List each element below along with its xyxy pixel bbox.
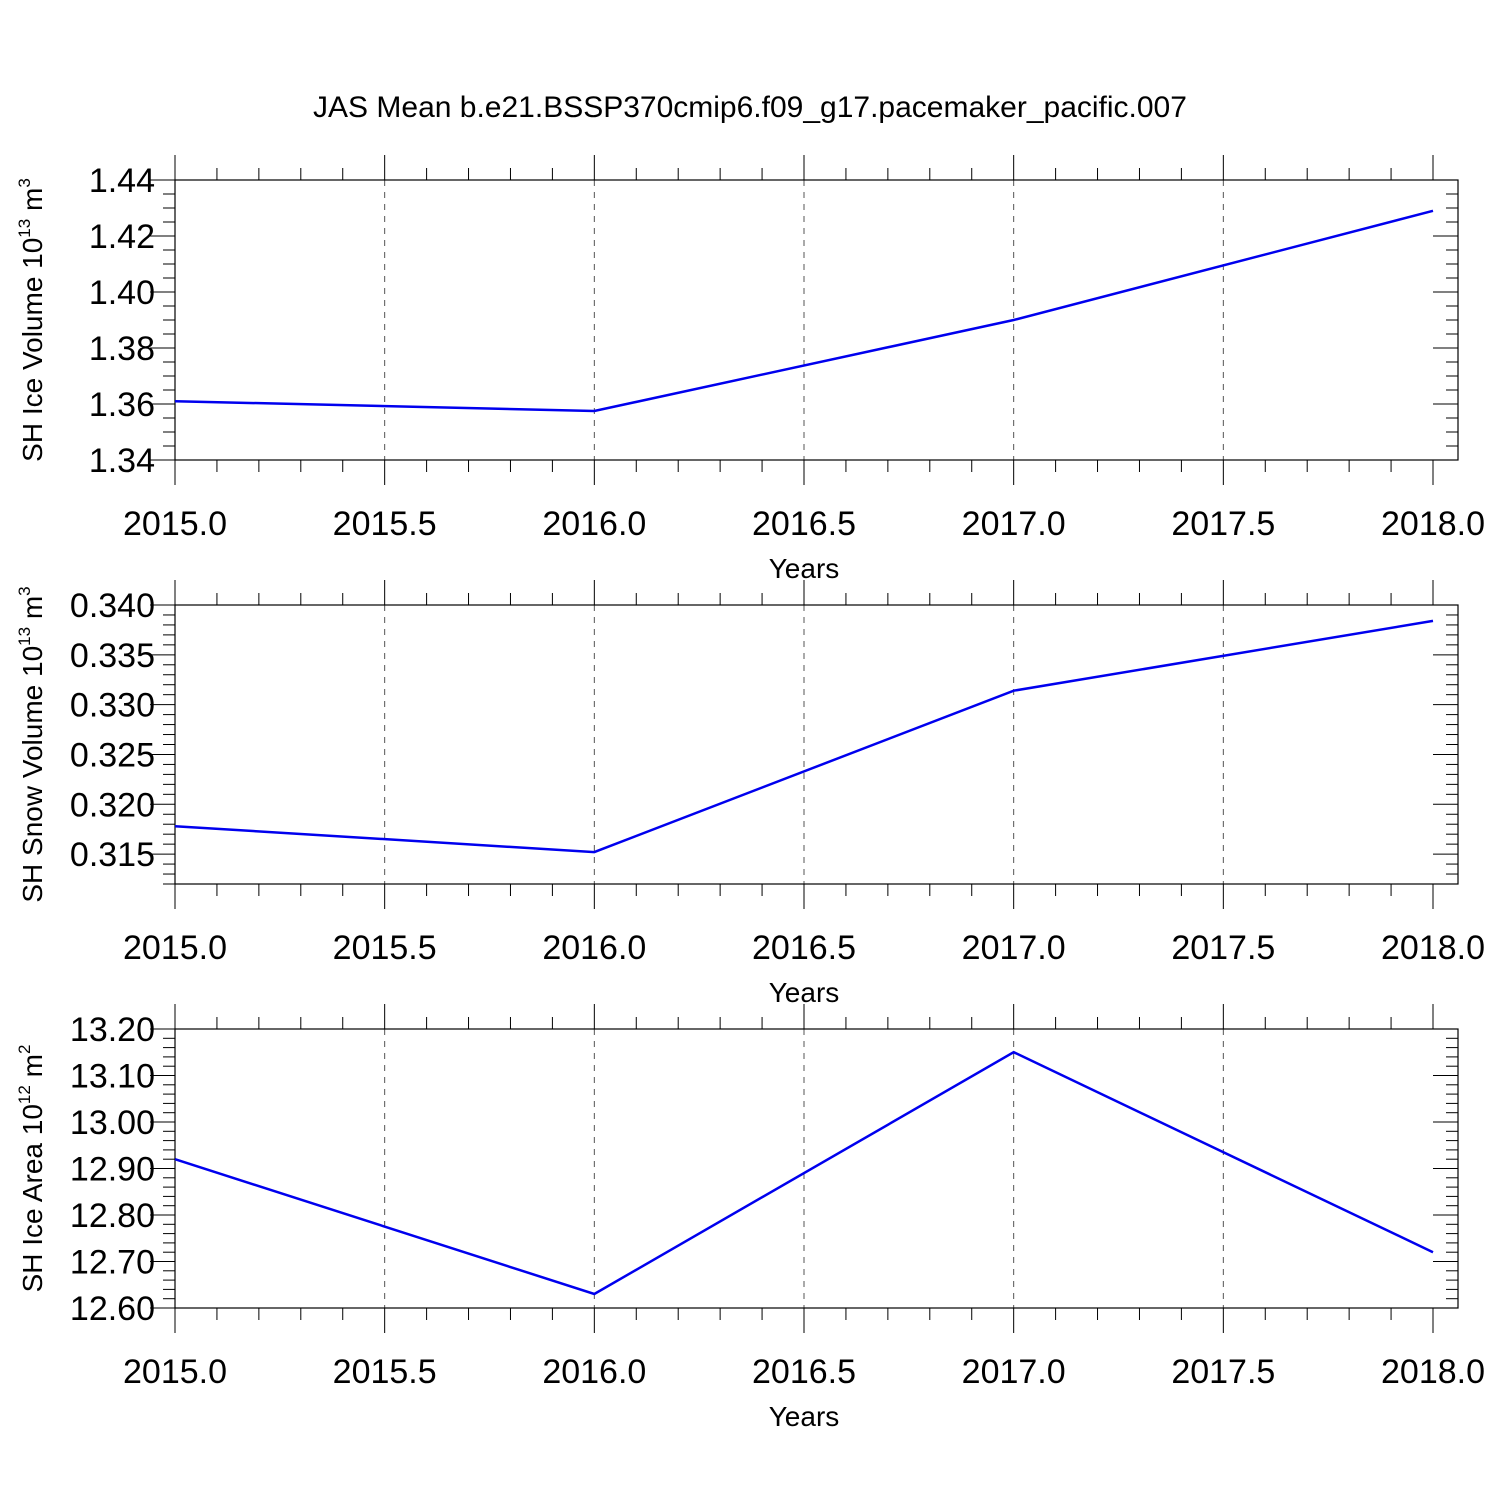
panel-1: 2015.0 2015.5 2016.0 2016.5 2017.0 2017.5 2018…	[15, 155, 1485, 584]
y-axis-label-main: SH Ice Volume 10	[17, 238, 48, 462]
x-axis-label: Years	[769, 553, 840, 584]
y-axis-label-main: SH Ice Area 10	[17, 1104, 48, 1292]
y-tick-label: 0.315	[70, 836, 155, 874]
x-tick-label: 2018.0	[1381, 1353, 1485, 1391]
x-tick-label: 2018.0	[1381, 929, 1485, 967]
x-axis-label: Years	[769, 977, 840, 1008]
panel-3: 2015.0 2015.5 2016.0 2016.5 2017.0 2017.5 2018…	[15, 1004, 1485, 1432]
y-tick-label: 12.70	[70, 1244, 155, 1282]
x-tick-label: 2015.5	[333, 929, 437, 967]
y-axis-label-unit-exp: 2	[15, 1045, 34, 1054]
y-axis-label: SH Ice Area 1012 m2	[15, 1045, 48, 1293]
y-tick-label: 13.20	[70, 1011, 155, 1049]
x-tick-label: 2016.0	[542, 1353, 646, 1391]
y-axis-label: SH Snow Volume 1013 m3	[15, 586, 48, 902]
x-tick-label: 2016.5	[752, 1353, 856, 1391]
panel-2: 2015.0 2015.5 2016.0 2016.5 2017.0 2017.5 2018…	[15, 580, 1485, 1008]
y-axis-label: SH Ice Volume 1013 m3	[15, 178, 48, 462]
y-tick-label: 1.42	[89, 218, 155, 256]
x-tick-label: 2017.0	[962, 1353, 1066, 1391]
x-tick-label: 2018.0	[1381, 505, 1485, 543]
y-axis-label-unit: m	[17, 188, 48, 219]
y-tick-label: 1.40	[89, 274, 155, 312]
series-line	[174, 619, 1434, 854]
y-tick-label: 12.60	[70, 1290, 155, 1328]
y-axis-label-unit: m	[17, 596, 48, 627]
x-tick-label: 2017.5	[1171, 505, 1275, 543]
y-tick-label: 12.80	[70, 1197, 155, 1235]
x-tick-label: 2017.0	[962, 505, 1066, 543]
x-tick-label: 2016.5	[752, 929, 856, 967]
panels: 2015.0 2015.5 2016.0 2016.5 2017.0 2017.5 2018…	[15, 155, 1485, 1432]
y-tick-label: 1.38	[89, 330, 155, 368]
y-tick-label: 0.335	[70, 637, 155, 675]
x-tick-label: 2015.0	[123, 929, 227, 967]
x-axis-label: Years	[769, 1401, 840, 1432]
x-tick-label: 2016.0	[542, 929, 646, 967]
y-tick-label: 1.44	[89, 162, 155, 200]
x-tick-label: 2015.0	[123, 505, 227, 543]
y-tick-label: 13.10	[70, 1058, 155, 1096]
y-axis-label-exp: 13	[15, 627, 34, 646]
y-tick-label: 12.90	[70, 1151, 155, 1189]
series-line	[174, 1050, 1434, 1296]
series-line	[174, 209, 1434, 413]
y-tick-label: 0.325	[70, 736, 155, 774]
x-tick-label: 2016.5	[752, 505, 856, 543]
y-tick-label: 1.36	[89, 386, 155, 424]
x-tick-label: 2016.0	[542, 505, 646, 543]
y-tick-label: 0.320	[70, 786, 155, 824]
x-tick-label: 2017.0	[962, 929, 1066, 967]
y-axis-label-unit-exp: 3	[15, 178, 34, 187]
x-tick-label: 2015.0	[123, 1353, 227, 1391]
y-axis-label-unit: m	[17, 1054, 48, 1085]
y-axis-label-unit-exp: 3	[15, 586, 34, 595]
x-tick-label: 2015.5	[333, 1353, 437, 1391]
x-tick-label: 2017.5	[1171, 1353, 1275, 1391]
y-tick-label: 13.00	[70, 1104, 155, 1142]
figure-title: JAS Mean b.e21.BSSP370cmip6.f09_g17.pace…	[313, 91, 1187, 124]
y-tick-label: 0.340	[70, 587, 155, 625]
x-tick-label: 2015.5	[333, 505, 437, 543]
y-tick-label: 0.330	[70, 687, 155, 725]
y-tick-label: 1.34	[89, 442, 155, 480]
x-tick-label: 2017.5	[1171, 929, 1275, 967]
y-axis-label-exp: 12	[15, 1085, 34, 1104]
y-axis-label-main: SH Snow Volume 10	[17, 646, 48, 903]
y-axis-label-exp: 13	[15, 219, 34, 238]
